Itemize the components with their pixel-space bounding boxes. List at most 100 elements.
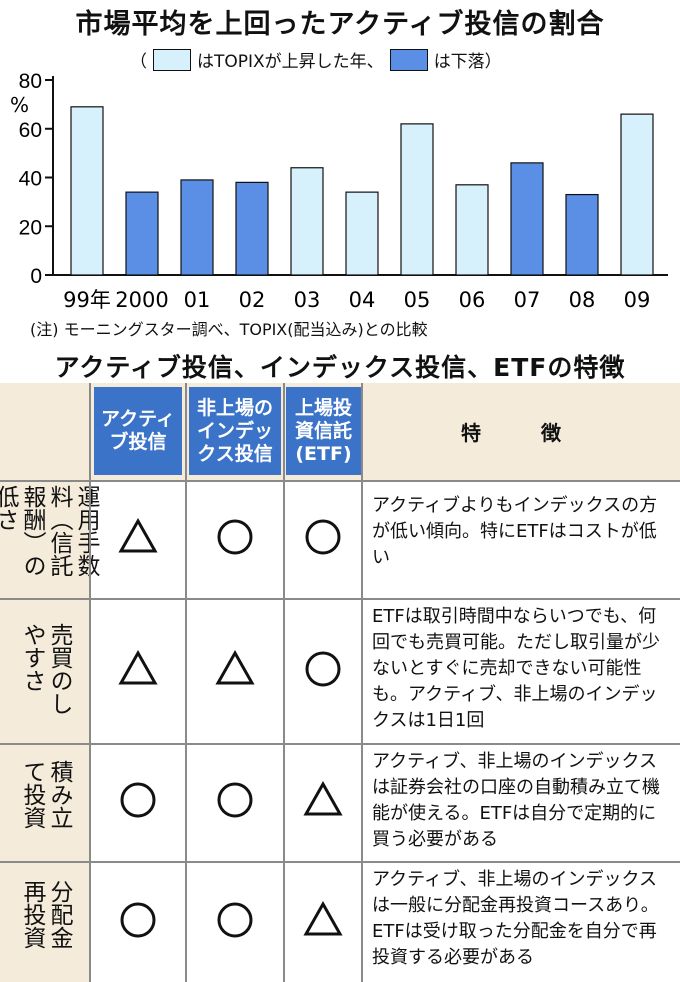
x-tick-label: 09 — [624, 288, 651, 312]
y-tick-label: 60 — [19, 119, 42, 142]
circle-mark-icon — [120, 902, 156, 937]
bar-03 — [290, 167, 324, 276]
grid-line — [0, 480, 680, 482]
header-active: アクティブ投信 — [94, 387, 182, 475]
bar-05 — [400, 123, 434, 276]
y-tick-label: 80 — [19, 70, 42, 93]
y-tick-label: 40 — [19, 168, 42, 191]
mark-cell — [90, 743, 186, 861]
grid-line — [185, 383, 187, 982]
bar-99年 — [70, 106, 104, 276]
row-label-cell: 売買のしやすさ — [0, 598, 90, 743]
grid-line — [0, 743, 680, 745]
comparison-table: アクティブ投信 非上場のインデックス投信 上場投資信託(ETF) 特 徴 運用手… — [0, 383, 680, 982]
mark-cell — [186, 598, 284, 743]
circle-mark-icon — [217, 782, 253, 818]
circle-mark-icon — [305, 519, 341, 555]
mark-cell — [90, 480, 186, 598]
mark-cell — [90, 598, 186, 743]
legend-open-paren: （ — [130, 52, 147, 72]
mark-accum-etf — [303, 780, 343, 824]
mark-cell — [186, 743, 284, 861]
feature-fee: アクティブよりもインデックスの方が低い傾向。特にETFはコストが低い — [372, 495, 658, 568]
x-tick-label: 04 — [349, 288, 376, 312]
bar-02 — [235, 181, 269, 276]
grid-line — [89, 383, 91, 982]
row-label-trade: 売買のしやすさ — [19, 622, 72, 715]
row-label-cell: 運用手数料（信託報酬）の低さ — [0, 480, 99, 598]
bar-chart: 0 20 40 60 80% 99年 2000 01 02 03 04 05 06 07 08 09 — [10, 70, 668, 312]
x-tick-label: 05 — [404, 288, 431, 312]
y-tick-label: 0 — [30, 265, 42, 288]
bar-07 — [510, 162, 544, 276]
mark-cell — [284, 743, 362, 861]
triangle-mark-icon — [303, 900, 343, 935]
grid-line — [283, 383, 285, 982]
x-tick-label: 02 — [239, 288, 266, 312]
mark-trade-etf — [303, 649, 343, 693]
bar-06 — [455, 184, 489, 276]
mark-cell — [90, 861, 186, 982]
bar-2000 — [125, 191, 159, 276]
header-index: 非上場のインデックス投信 — [189, 387, 281, 475]
triangle-mark-icon — [118, 517, 158, 553]
mark-fee-active — [118, 517, 158, 561]
mark-trade-active — [118, 649, 158, 693]
mark-reinvest-index — [215, 900, 255, 944]
legend-up-label: はTOPIXが上昇した年、 — [197, 52, 384, 72]
mark-cell — [284, 598, 362, 743]
mark-reinvest-active — [118, 900, 158, 944]
feature-accum: アクティブ、非上場のインデックスは証券会社の口座の自動積み立て機能が使える。ET… — [372, 751, 660, 850]
mark-cell — [284, 480, 362, 598]
mark-cell — [186, 480, 284, 598]
row-label-reinvest: 分配金再投資 — [19, 879, 72, 949]
circle-mark-icon — [217, 519, 253, 555]
grid-line — [0, 598, 680, 600]
x-tick-label: 01 — [184, 288, 211, 312]
x-tick-label: 2000 — [115, 288, 168, 312]
x-tick-label: 99年 — [63, 288, 111, 312]
legend-down-label: は下落） — [433, 52, 502, 72]
grid-line — [361, 383, 363, 982]
bar-08 — [565, 193, 599, 276]
y-axis-unit-label: % — [10, 93, 29, 117]
row-label-cell: 分配金再投資 — [0, 861, 90, 982]
row-label-cell: 積み立て投資 — [0, 743, 90, 861]
feature-trade: ETFは取引時間中ならいつでも、何回でも売買可能。ただし取引量が少ないとすぐに売… — [372, 606, 660, 731]
header-corner — [0, 383, 90, 480]
x-tick-label: 08 — [569, 288, 596, 312]
x-tick-label: 07 — [514, 288, 541, 312]
header-etf: 上場投資信託(ETF) — [286, 387, 361, 475]
triangle-mark-icon — [118, 649, 158, 684]
row-label-accum: 積み立て投資 — [19, 760, 72, 829]
mark-fee-index — [215, 517, 255, 561]
bar-01 — [180, 179, 214, 276]
row-label-fee: 運用手数料（信託報酬）の低さ — [0, 485, 99, 577]
chart-title: 市場平均を上回ったアクティブ投信の割合 — [75, 9, 605, 40]
legend-swatch-up — [153, 48, 191, 71]
y-tick-label: 20 — [19, 216, 42, 239]
triangle-mark-icon — [215, 649, 255, 684]
circle-mark-icon — [120, 782, 156, 818]
header-feature: 特 徴 — [362, 383, 680, 480]
mark-cell — [284, 861, 362, 982]
grid-line — [0, 861, 680, 863]
table-title: アクティブ投信、インデックス投信、ETFの特徴 — [54, 353, 626, 382]
bar-09 — [620, 113, 654, 276]
mark-accum-index — [215, 780, 255, 824]
x-tick-label: 03 — [294, 288, 321, 312]
legend-swatch-down — [389, 48, 428, 71]
mark-reinvest-etf — [303, 900, 343, 944]
mark-fee-etf — [303, 517, 343, 561]
mark-trade-index — [215, 649, 255, 693]
triangle-mark-icon — [303, 780, 343, 816]
circle-mark-icon — [305, 651, 341, 686]
mark-cell — [186, 861, 284, 982]
chart-note: (注) モーニングスター調べ、TOPIX(配当込み)との比較 — [30, 320, 428, 339]
chart-legend: （ はTOPIXが上昇した年、 は下落） — [130, 47, 502, 72]
bar-04 — [345, 191, 379, 276]
mark-accum-active — [118, 780, 158, 824]
circle-mark-icon — [217, 902, 253, 937]
x-tick-label: 06 — [459, 288, 486, 312]
feature-reinvest: アクティブ、非上場のインデックスは一般に分配金再投資コースあり。ETFは受け取っ… — [372, 869, 659, 968]
